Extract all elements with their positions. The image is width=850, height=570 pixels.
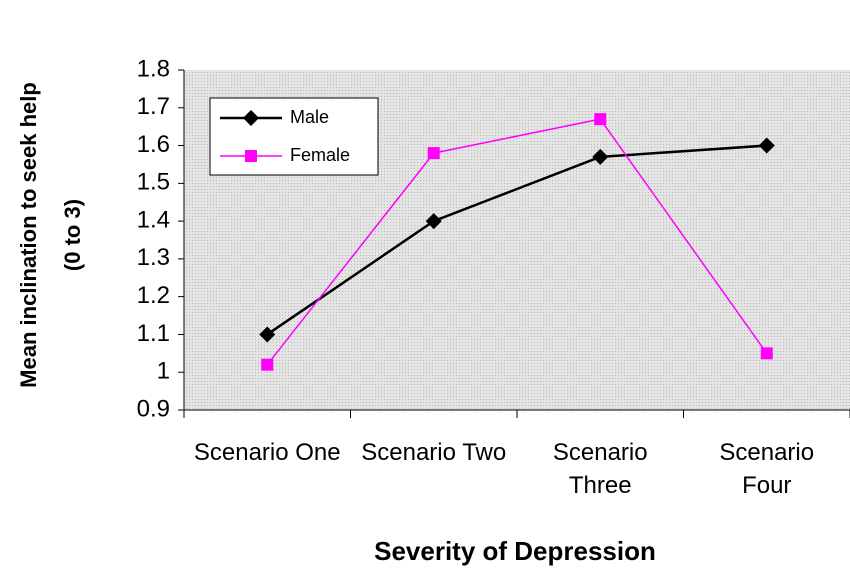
- y-axis-title: Mean inclination to seek help (0 to 3): [16, 82, 85, 388]
- y-tick-label: 1: [157, 358, 170, 385]
- legend-label: Male: [290, 107, 329, 127]
- legend-marker: [245, 150, 257, 162]
- y-axis-title-line: (0 to 3): [60, 199, 85, 271]
- y-tick-label: 1.5: [137, 169, 170, 196]
- legend-label: Female: [290, 145, 350, 165]
- data-point: [592, 148, 609, 165]
- legend-box: [209, 97, 379, 176]
- data-point: [427, 147, 440, 160]
- data-point: [425, 213, 442, 230]
- series-line: [266, 118, 768, 366]
- y-tick-label: 1.1: [137, 320, 170, 347]
- series-line: [266, 144, 767, 336]
- y-tick-label: 1.4: [137, 206, 170, 233]
- y-tick-label: 1.7: [137, 93, 170, 120]
- data-point: [259, 326, 276, 343]
- x-axis-title: Severity of Depression: [374, 536, 656, 566]
- data-point: [760, 347, 773, 360]
- x-tick-label: Scenario One: [193, 439, 341, 466]
- x-tick-label: Scenario Two: [361, 439, 507, 466]
- y-tick-label: 1.2: [137, 282, 170, 309]
- data-point: [261, 358, 274, 371]
- legend-marker: [243, 110, 259, 126]
- legend: Male Female: [209, 97, 379, 176]
- x-tick-label: Scenario Four: [719, 439, 815, 499]
- y-tick-label: 1.6: [137, 131, 170, 158]
- y-tick-label: 1.3: [137, 244, 170, 271]
- data-point: [758, 137, 775, 154]
- y-axis-title-line: Mean inclination to seek help: [16, 82, 41, 388]
- y-tick-label: 0.9: [137, 395, 170, 422]
- y-tick-label: 1.8: [137, 55, 170, 82]
- x-tick-label: Scenario Three: [552, 439, 648, 499]
- data-point: [594, 113, 607, 126]
